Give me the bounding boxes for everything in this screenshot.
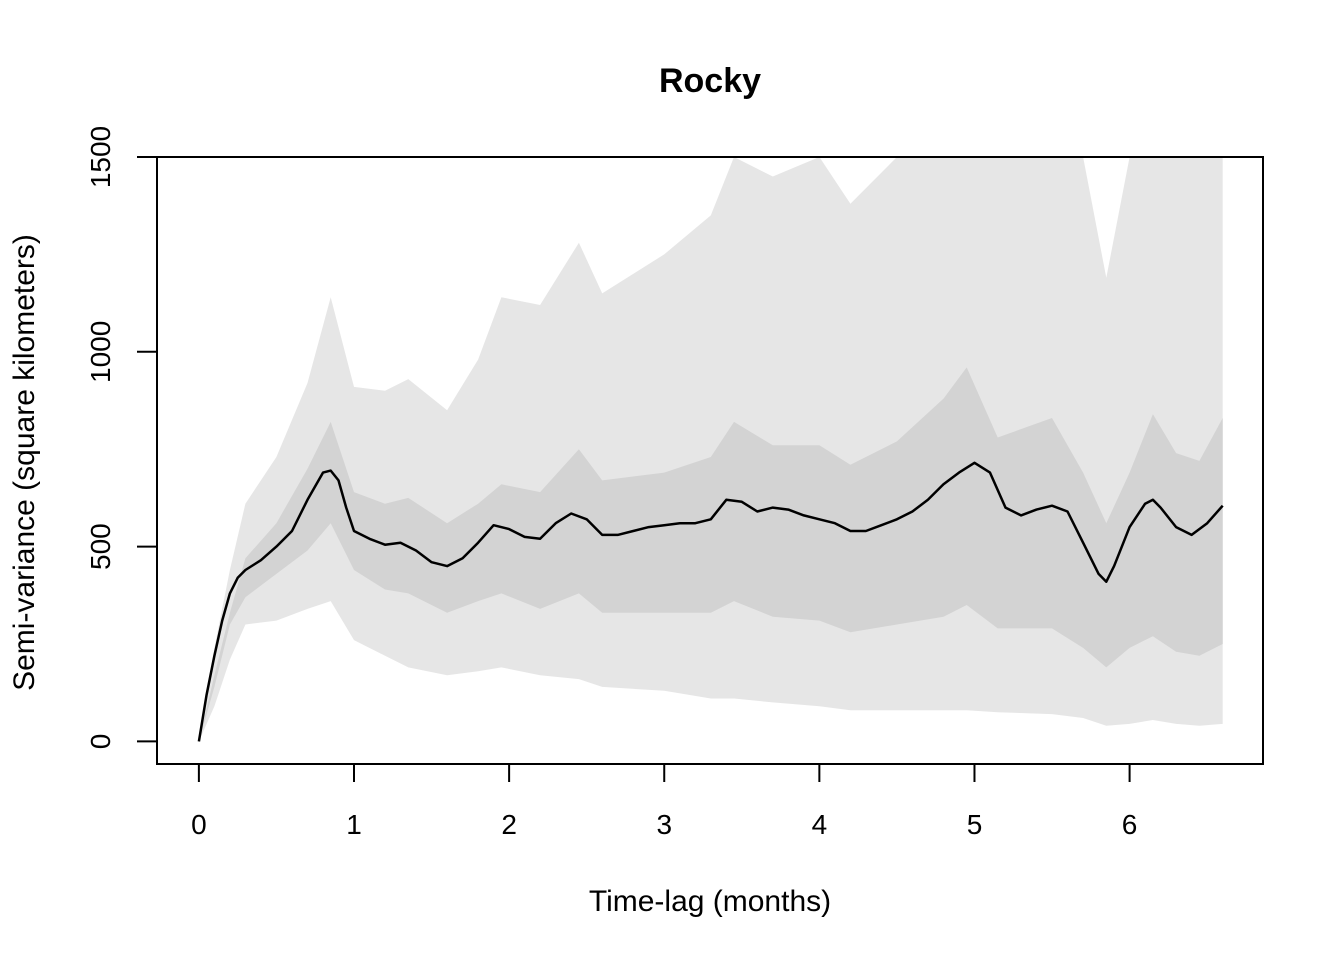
plot-frame — [156, 156, 1264, 765]
confidence-bands — [198, 157, 1223, 742]
x-tick-label: 3 — [656, 809, 672, 840]
y-axis: 0 500 1000 1500 — [85, 126, 157, 749]
x-tick-label: 5 — [967, 809, 983, 840]
y-tick-label: 0 — [85, 734, 116, 750]
x-axis: 0 1 2 3 4 5 6 — [191, 764, 1137, 840]
inner-confidence-band — [198, 367, 1223, 742]
y-tick-label: 1000 — [85, 321, 116, 383]
y-tick-label: 500 — [85, 523, 116, 570]
x-tick-label: 4 — [812, 809, 828, 840]
chart-title: Rocky — [659, 62, 761, 100]
y-axis-label: Semi-variance (square kilometers) — [8, 234, 41, 691]
x-tick-label: 6 — [1122, 809, 1138, 840]
x-axis-label: Time-lag (months) — [589, 885, 831, 918]
y-tick-label: 1500 — [85, 126, 116, 188]
semivariance-line-0 — [197, 461, 1224, 742]
series-layer — [197, 461, 1224, 742]
x-tick-label: 1 — [346, 809, 362, 840]
x-tick-label: 2 — [501, 809, 517, 840]
x-tick-label: 0 — [191, 809, 207, 840]
